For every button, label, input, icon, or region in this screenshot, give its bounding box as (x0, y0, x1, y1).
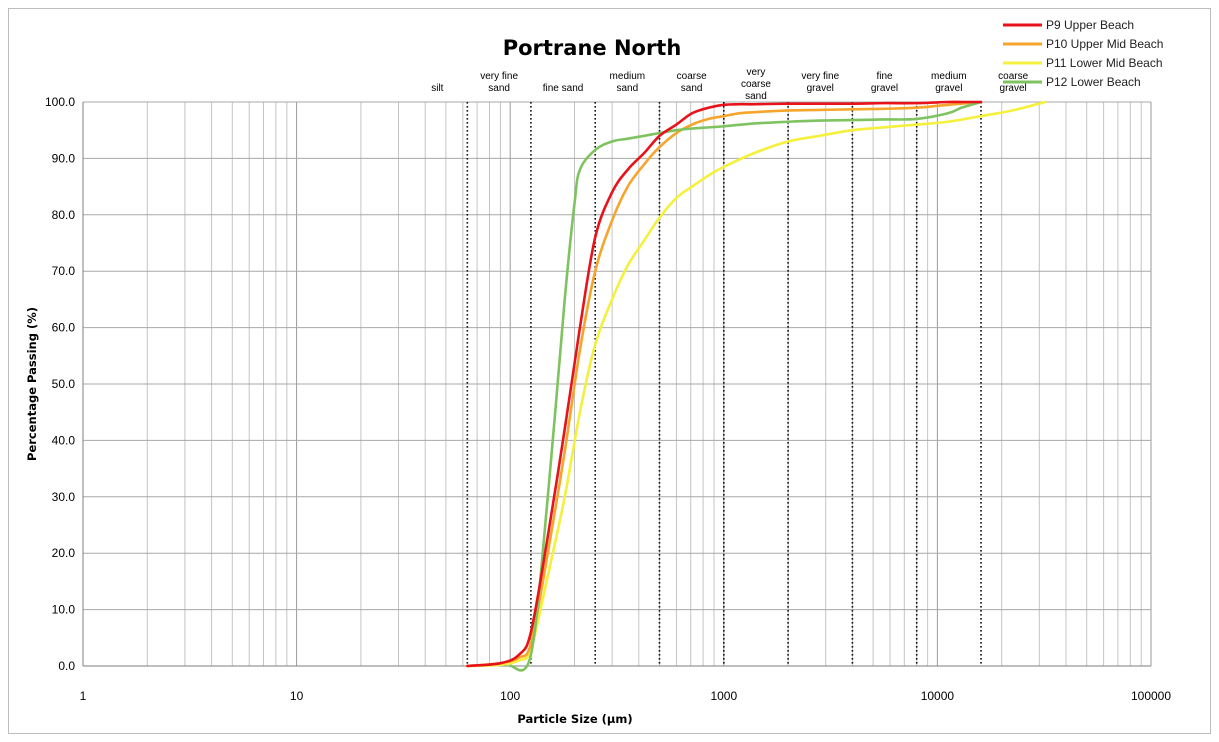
size-class-label: fine sand (543, 83, 584, 94)
size-class-label: medium (610, 71, 646, 82)
size-class-label: medium (931, 71, 967, 82)
grading-chart: 0.0 10.0 20.0 30.0 40.0 50.0 60.0 70.0 80.0 90.0 1… (25, 18, 1171, 726)
series-line-3 (466, 100, 1047, 668)
y-tick-label: 10.0 (52, 603, 76, 617)
size-class-label: very fine (480, 71, 518, 82)
y-tick-label: 0.0 (58, 659, 75, 673)
size-class-label: sand (488, 83, 510, 94)
size-class-label: fine (876, 71, 893, 82)
series-line-2 (466, 100, 983, 668)
chart-title: Portrane North (503, 36, 682, 60)
size-class-label: gravel (807, 83, 834, 94)
series-line-4 (508, 100, 983, 672)
x-tick-label: 100 (500, 689, 520, 703)
size-class-label: gravel (871, 83, 898, 94)
size-class-label: gravel (935, 83, 962, 94)
y-tick-label: 40.0 (52, 433, 76, 447)
x-tick-label: 100000 (1131, 689, 1171, 703)
legend-entry: P9 Upper Beach (1046, 18, 1134, 32)
x-tick-label: 1 (80, 689, 87, 703)
size-class-label: sand (617, 83, 639, 94)
x-tick-label: 10000 (921, 689, 955, 703)
size-class-label: coarse (998, 71, 1028, 82)
x-tick-label: 10 (290, 689, 304, 703)
size-class-label: sand (681, 83, 703, 94)
y-tick-label: 100.0 (45, 95, 75, 109)
x-axis-title: Particle Size (µm) (517, 712, 632, 726)
y-tick-label: 80.0 (52, 208, 76, 222)
size-class-label: sand (745, 91, 767, 102)
chart-frame: 0.0 10.0 20.0 30.0 40.0 50.0 60.0 70.0 80.0 90.0 1… (8, 8, 1211, 734)
size-class-label: very (746, 67, 765, 78)
y-tick-label: 60.0 (52, 321, 76, 335)
legend-entry: P11 Lower Mid Beach (1046, 56, 1163, 70)
y-tick-label: 50.0 (52, 377, 76, 391)
y-tick-label: 90.0 (52, 151, 76, 165)
y-axis-title: Percentage Passing (%) (25, 307, 39, 461)
size-class-label: very fine (801, 71, 839, 82)
y-tick-label: 20.0 (52, 546, 76, 560)
y-tick-label: 70.0 (52, 264, 76, 278)
y-tick-label: 30.0 (52, 490, 76, 504)
x-tick-label: 1000 (710, 689, 737, 703)
size-class-label: gravel (1000, 83, 1027, 94)
series-line-1 (466, 100, 983, 668)
size-class-label: coarse (741, 79, 771, 90)
legend-entry: P12 Lower Beach (1046, 75, 1141, 89)
size-class-label: silt (431, 83, 443, 94)
legend-entry: P10 Upper Mid Beach (1046, 37, 1163, 51)
size-class-label: coarse (677, 71, 707, 82)
